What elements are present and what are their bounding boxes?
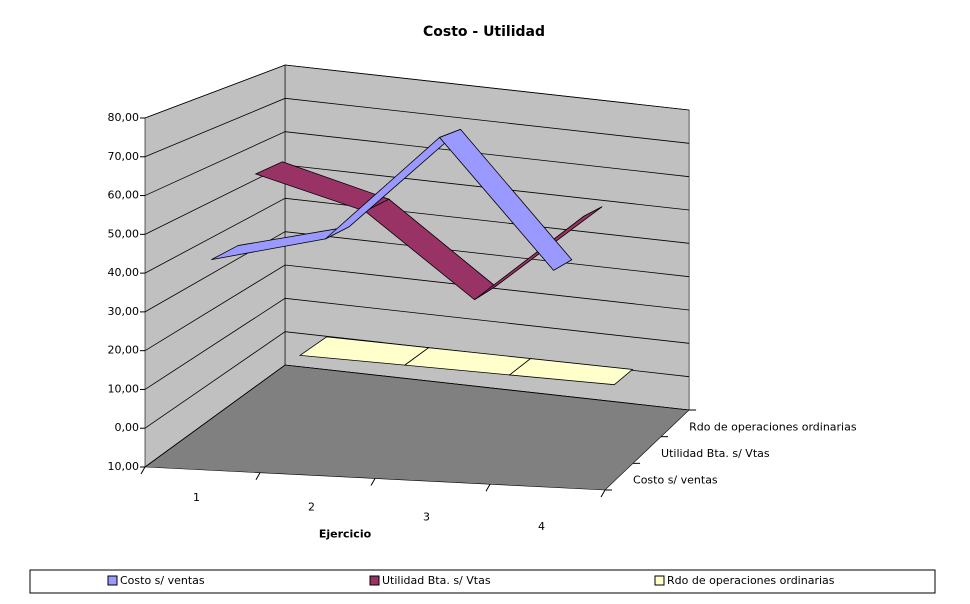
x-tick-label: 4 xyxy=(538,520,545,533)
grid-line xyxy=(144,364,690,468)
legend-swatch xyxy=(654,575,665,586)
y-tick-label: 80,00 xyxy=(108,111,140,124)
grid-line xyxy=(144,64,690,119)
grid-line xyxy=(144,264,690,352)
x-tick xyxy=(485,484,491,492)
y-tick-label: 70,00 xyxy=(108,150,140,163)
y-tick-label: 0,00 xyxy=(115,421,140,434)
series-axis-label: Costo s/ ventas xyxy=(633,474,718,487)
legend-label: Costo s/ ventas xyxy=(120,574,205,587)
x-tick-label: 1 xyxy=(193,491,200,504)
grid-line xyxy=(144,297,690,390)
ribbon-segment xyxy=(438,128,573,271)
x-tick xyxy=(140,466,146,475)
y-tick-label: 10,00 xyxy=(108,382,140,395)
x-tick-label: 2 xyxy=(308,501,315,514)
y-tick-label: 20,00 xyxy=(108,344,140,357)
legend-swatch xyxy=(369,575,380,586)
x-tick xyxy=(600,489,606,498)
legend-box xyxy=(29,569,936,594)
y-tick-label: 40,00 xyxy=(108,266,140,279)
y-tick-label: 10,00 xyxy=(108,460,140,473)
x-axis-title: Ejercicio xyxy=(319,528,372,541)
series-axis-label: Rdo de operaciones ordinarias xyxy=(689,420,857,433)
y-tick-label: 50,00 xyxy=(108,227,140,240)
grid-line xyxy=(144,97,690,158)
ribbon-segment xyxy=(508,358,634,386)
legend-label: Rdo de operaciones ordinarias xyxy=(667,574,835,587)
legend-label: Utilidad Bta. s/ Vtas xyxy=(382,574,491,587)
x-tick xyxy=(255,472,261,480)
series-axis-label: Utilidad Bta. s/ Vtas xyxy=(661,447,770,460)
y-tick-label: 30,00 xyxy=(108,305,140,318)
grid-line xyxy=(144,197,690,274)
chart-title: Costo - Utilidad xyxy=(423,24,545,40)
x-tick xyxy=(370,478,376,486)
y-tick-label: 60,00 xyxy=(108,189,140,202)
grid-line xyxy=(144,131,690,196)
x-tick-label: 3 xyxy=(423,510,430,523)
legend-swatch xyxy=(107,575,118,586)
